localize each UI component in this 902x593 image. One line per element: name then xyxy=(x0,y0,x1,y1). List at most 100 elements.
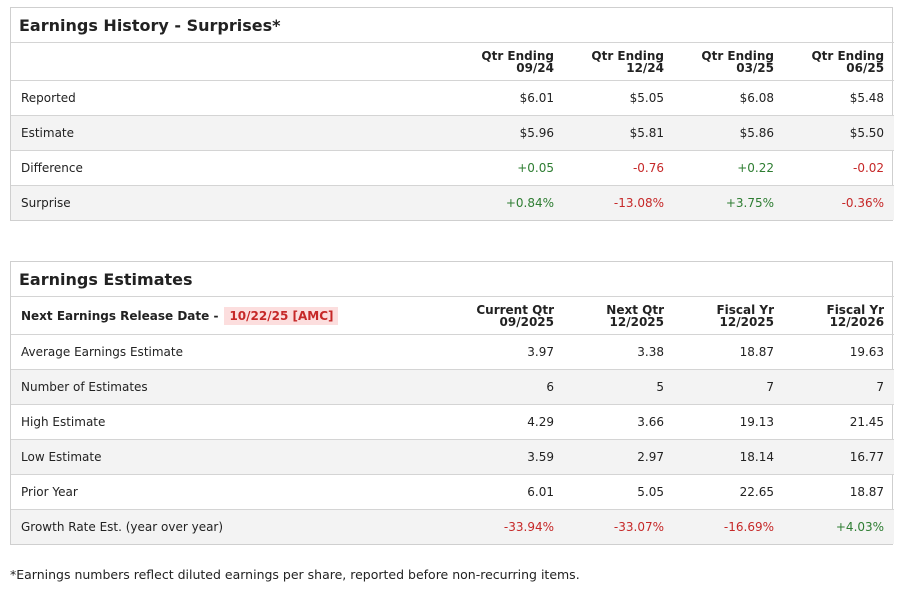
value-cell: 6.01 xyxy=(454,474,564,510)
value-cell: $5.50 xyxy=(784,115,895,151)
value-cell: 5.05 xyxy=(564,474,674,510)
value-cell: +0.84% xyxy=(454,185,564,220)
value-cell: $5.81 xyxy=(564,115,674,151)
value-cell: 22.65 xyxy=(674,474,784,510)
value-cell: -13.08% xyxy=(564,185,674,220)
header-row: Qtr Ending 09/24 Qtr Ending 12/24 Qtr Ending… xyxy=(11,42,895,81)
row-label: Growth Rate Est. (year over year) xyxy=(11,509,454,544)
column-header-line1: Next Qtr xyxy=(606,302,664,317)
column-header-line2: 09/24 xyxy=(516,60,554,75)
data-row: Number of Estimates 6 5 7 7 xyxy=(11,369,895,405)
column-header: Qtr Ending 09/24 xyxy=(454,42,564,81)
header-row: Next Earnings Release Date - 10/22/25 [AM… xyxy=(11,296,895,335)
row-label: Number of Estimates xyxy=(11,369,454,405)
earnings-history-table: Earnings History - Surprises* Qtr Ending 0… xyxy=(10,7,895,221)
data-row: Growth Rate Est. (year over year) -33.94%… xyxy=(11,509,895,544)
table-title: Earnings Estimates xyxy=(19,269,193,289)
release-date: 10/22/25 [AMC] xyxy=(224,306,339,325)
table-title: Earnings History - Surprises* xyxy=(19,15,281,35)
table: Earnings History - Surprises* Qtr Ending 0… xyxy=(11,8,895,220)
data-row: Estimate $5.96 $5.81 $5.86 $5.50 xyxy=(11,115,895,151)
column-header-line1: Qtr Ending xyxy=(701,48,774,63)
column-header-line2: 12/2026 xyxy=(829,314,885,329)
column-header: Current Qtr 09/2025 xyxy=(454,296,564,335)
row-label: High Estimate xyxy=(11,404,454,440)
value-cell: 3.66 xyxy=(564,404,674,440)
data-row: Reported $6.01 $5.05 $6.08 $5.48 xyxy=(11,80,895,116)
value-cell: 21.45 xyxy=(784,404,895,440)
value-cell: 6 xyxy=(454,369,564,405)
column-header: Qtr Ending 03/25 xyxy=(674,42,784,81)
value-cell: $5.86 xyxy=(674,115,784,151)
column-header-line1: Qtr Ending xyxy=(591,48,664,63)
data-row: Difference +0.05 -0.76 +0.22 -0.02 xyxy=(11,150,895,186)
value-cell: +0.05 xyxy=(454,150,564,186)
column-header-line1: Qtr Ending xyxy=(811,48,885,63)
footnote: *Earnings numbers reflect diluted earnin… xyxy=(10,567,580,582)
value-cell: 18.87 xyxy=(784,474,895,510)
column-header-line1: Fiscal Yr xyxy=(826,302,885,317)
column-header-line2: 09/2025 xyxy=(499,314,554,329)
column-header-line2: 03/25 xyxy=(736,60,774,75)
row-label: Surprise xyxy=(11,185,454,220)
column-header-line1: Fiscal Yr xyxy=(716,302,774,317)
row-label: Low Estimate xyxy=(11,439,454,475)
value-cell: $6.08 xyxy=(674,80,784,116)
value-cell: $6.01 xyxy=(454,80,564,116)
value-cell: -0.02 xyxy=(784,150,895,186)
value-cell: -16.69% xyxy=(674,509,784,544)
release-label: Next Earnings Release Date - xyxy=(21,308,219,323)
column-header-line1: Current Qtr xyxy=(476,302,554,317)
value-cell: 4.29 xyxy=(454,404,564,440)
row-label: Estimate xyxy=(11,115,454,151)
column-header-line2: 12/24 xyxy=(626,60,664,75)
earnings-estimates-table: Earnings Estimates Next Earnings Release … xyxy=(10,261,895,545)
column-header-line1: Qtr Ending xyxy=(481,48,554,63)
value-cell: 18.87 xyxy=(674,334,784,370)
value-cell: +3.75% xyxy=(674,185,784,220)
column-header-line2: 06/25 xyxy=(846,60,885,75)
column-header: Next Qtr 12/2025 xyxy=(564,296,674,335)
value-cell: -33.07% xyxy=(564,509,674,544)
value-cell: 18.14 xyxy=(674,439,784,475)
title-row: Earnings History - Surprises* xyxy=(11,8,894,43)
value-cell: $5.48 xyxy=(784,80,895,116)
data-row: Surprise +0.84% -13.08% +3.75% -0.36% xyxy=(11,185,895,220)
data-row: Prior Year 6.01 5.05 22.65 18.87 xyxy=(11,474,895,510)
value-cell: $5.05 xyxy=(564,80,674,116)
column-header-line2: 12/2025 xyxy=(719,314,774,329)
row-label: Average Earnings Estimate xyxy=(11,334,454,370)
value-cell: 3.38 xyxy=(564,334,674,370)
value-cell: 3.97 xyxy=(454,334,564,370)
data-row: High Estimate 4.29 3.66 19.13 21.45 xyxy=(11,404,895,440)
value-cell: 16.77 xyxy=(784,439,895,475)
title-row: Earnings Estimates xyxy=(11,262,894,297)
value-cell: 19.13 xyxy=(674,404,784,440)
value-cell: 19.63 xyxy=(784,334,895,370)
value-cell: 7 xyxy=(674,369,784,405)
column-header: Qtr Ending 06/25 xyxy=(784,42,895,81)
column-header-line2: 12/2025 xyxy=(609,314,664,329)
value-cell: 3.59 xyxy=(454,439,564,475)
value-cell: +0.22 xyxy=(674,150,784,186)
header-cell xyxy=(11,42,454,81)
value-cell: 2.97 xyxy=(564,439,674,475)
row-label: Difference xyxy=(11,150,454,186)
column-header: Fiscal Yr 12/2026 xyxy=(784,296,895,335)
value-cell: -0.76 xyxy=(564,150,674,186)
column-header: Fiscal Yr 12/2025 xyxy=(674,296,784,335)
value-cell: -0.36% xyxy=(784,185,895,220)
data-row: Average Earnings Estimate 3.97 3.38 18.87 19… xyxy=(11,334,895,370)
value-cell: 7 xyxy=(784,369,895,405)
value-cell: 5 xyxy=(564,369,674,405)
table: Earnings Estimates Next Earnings Release … xyxy=(11,262,895,544)
header-cell: Next Earnings Release Date - 10/22/25 [AM… xyxy=(11,296,454,335)
value-cell: -33.94% xyxy=(454,509,564,544)
data-row: Low Estimate 3.59 2.97 18.14 16.77 xyxy=(11,439,895,475)
column-header: Qtr Ending 12/24 xyxy=(564,42,674,81)
row-label: Prior Year xyxy=(11,474,454,510)
value-cell: +4.03% xyxy=(784,509,895,544)
value-cell: $5.96 xyxy=(454,115,564,151)
row-label: Reported xyxy=(11,80,454,116)
